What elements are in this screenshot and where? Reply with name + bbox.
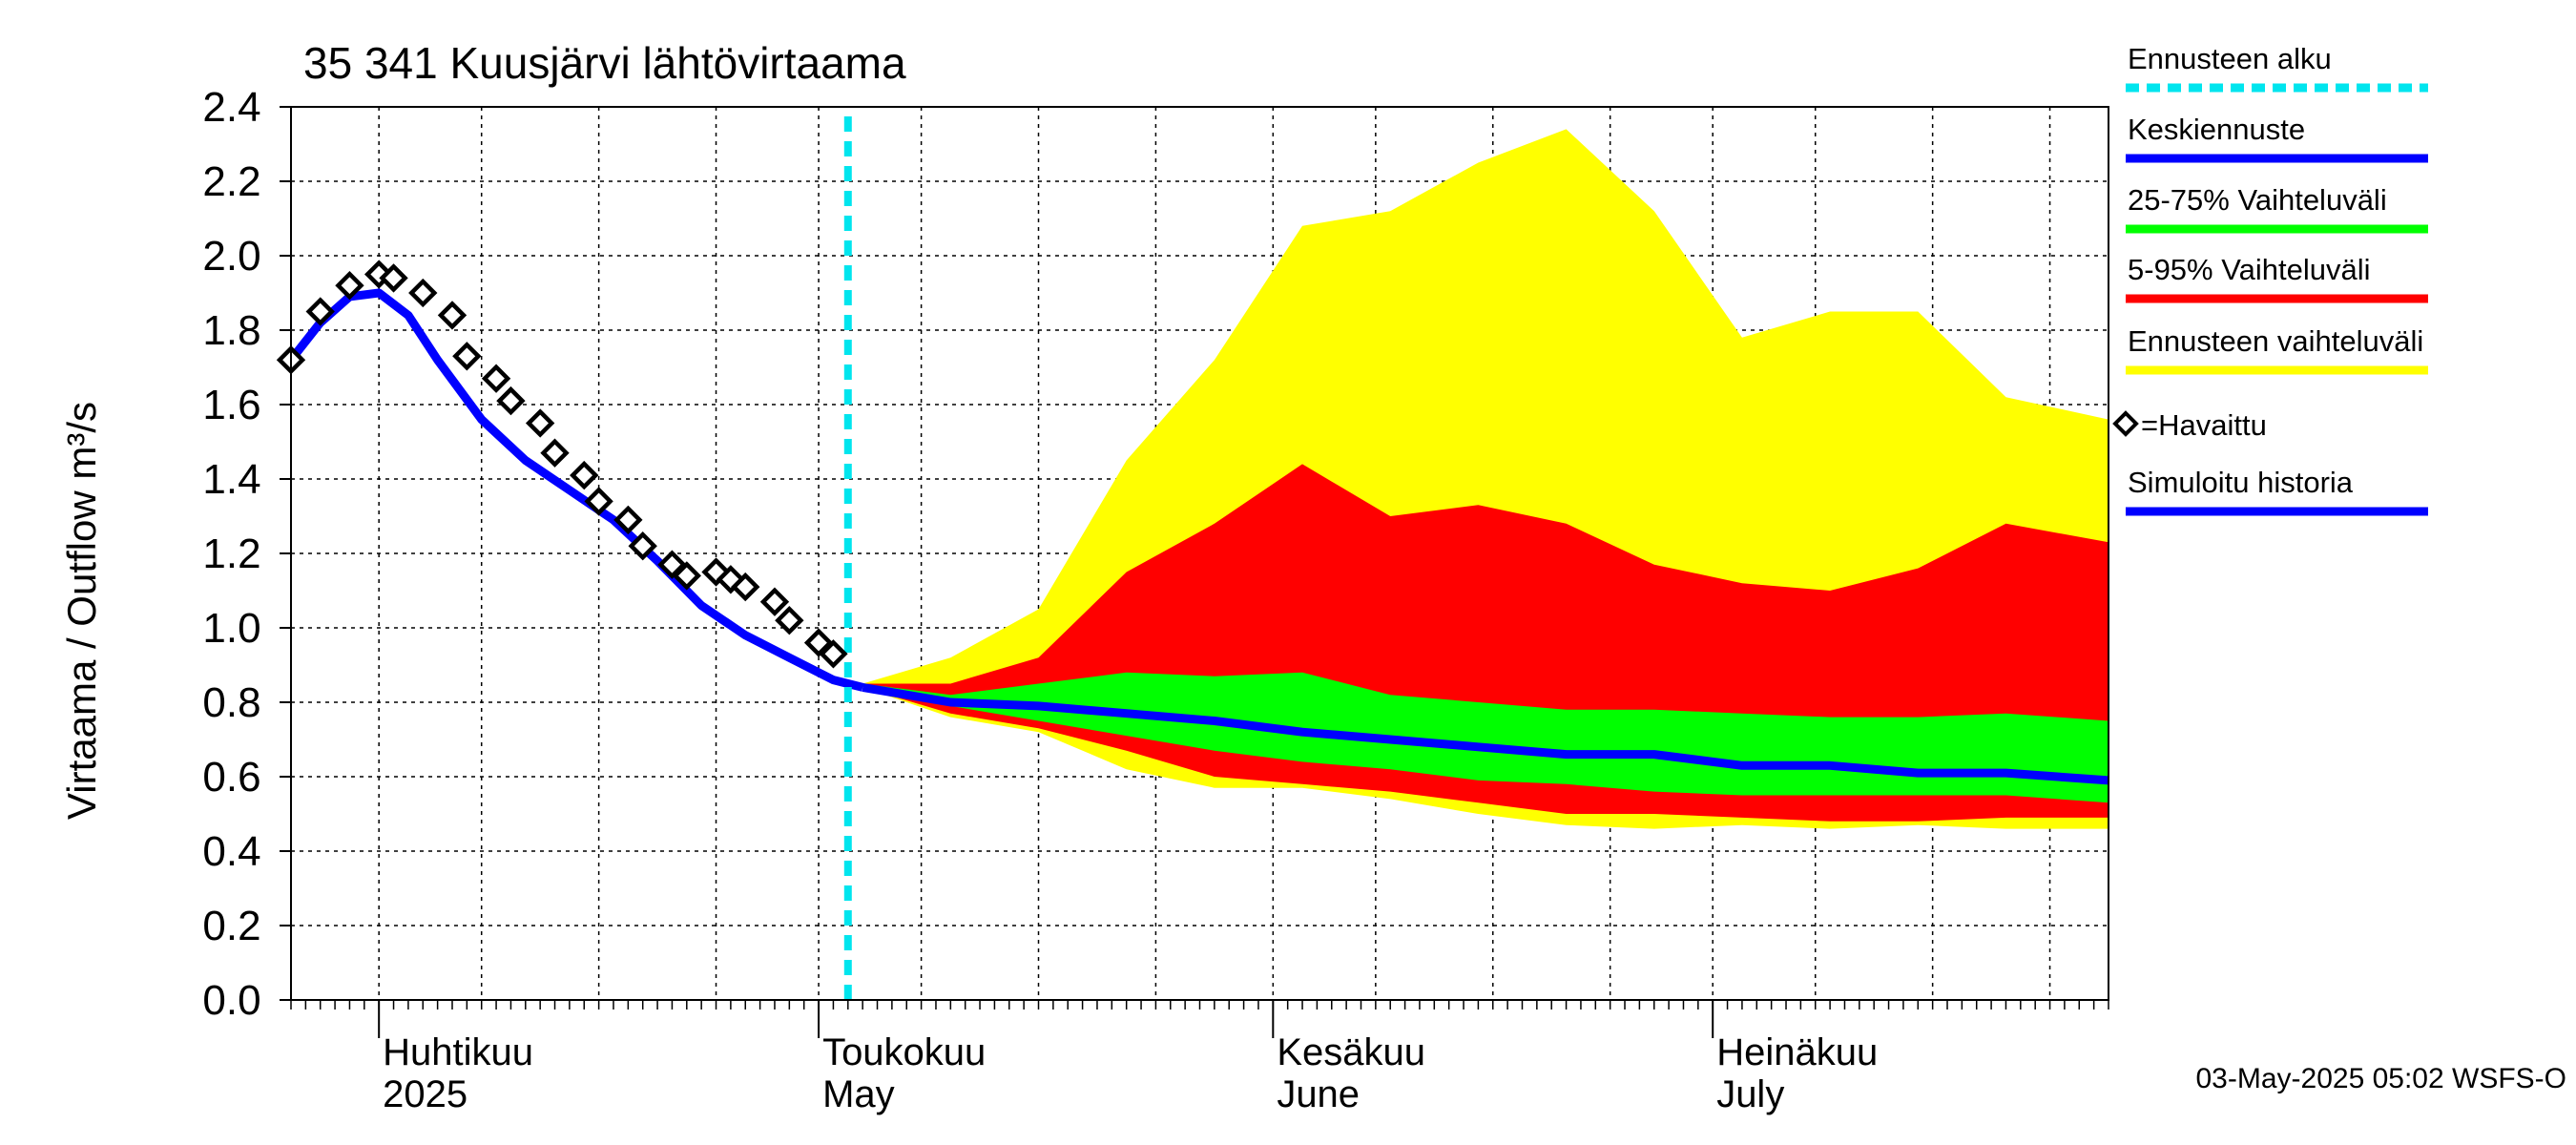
axes: 0.0 0.2 0.4 0.6 0.8 1.0 1.2 1.4 1.6 1.8 2.0 2.2 2.4 H… xyxy=(202,84,2109,1115)
y-tick-label: 2.2 xyxy=(202,158,260,205)
observed-point xyxy=(525,408,555,438)
y-tick-label: 1.8 xyxy=(202,307,260,354)
footer-timestamp: 03-May-2025 05:02 WSFS-O xyxy=(2196,1063,2567,1094)
observed-point xyxy=(731,572,760,602)
observed-point xyxy=(335,271,364,301)
observed-point xyxy=(775,606,804,635)
legend-label: 25-75% Vaihteluväli xyxy=(2128,183,2387,217)
observed-point xyxy=(481,364,511,393)
chart-title: 35 341 Kuusjärvi lähtövirtaama xyxy=(303,38,906,88)
legend-label: Ennusteen vaihteluväli xyxy=(2128,324,2423,358)
observed-point xyxy=(672,561,701,591)
observed-point xyxy=(496,385,526,416)
y-tick-label: 2.0 xyxy=(202,233,260,280)
y-tick-label: 2.4 xyxy=(202,84,260,131)
observed-points xyxy=(276,260,848,669)
x-month-label-en: 2025 xyxy=(383,1073,467,1115)
observed-point xyxy=(759,587,790,616)
forecast-lines xyxy=(287,116,2109,1000)
y-tick-label: 1.0 xyxy=(202,605,260,652)
legend-label: Ennusteen alku xyxy=(2128,42,2332,75)
observed-point xyxy=(584,487,613,516)
observed-point xyxy=(379,263,408,293)
forecast-bands xyxy=(862,129,2109,829)
observed-point xyxy=(305,297,335,326)
observed-point xyxy=(452,342,482,371)
x-month-label-en: June xyxy=(1277,1073,1360,1115)
observed-point xyxy=(628,531,657,561)
y-tick-label: 0.0 xyxy=(202,977,260,1024)
y-axis-label: Virtaama / Outflow m³/s xyxy=(59,402,104,820)
observed-point xyxy=(540,438,570,468)
y-tick-label: 0.2 xyxy=(202,903,260,949)
x-month-label-fi: Huhtikuu xyxy=(383,1031,533,1073)
observed-point xyxy=(819,639,848,669)
band-25-75 xyxy=(862,672,2109,803)
observed-point xyxy=(408,278,438,308)
y-tick-label: 0.4 xyxy=(202,828,260,875)
median-forecast-line xyxy=(862,682,2109,785)
y-tick-label: 0.6 xyxy=(202,754,260,801)
observed-point xyxy=(570,460,599,490)
y-tick-label: 1.2 xyxy=(202,531,260,577)
simulated-history-line xyxy=(287,288,864,692)
legend-diamond xyxy=(2112,410,2139,437)
legend-label: Keskiennuste xyxy=(2128,113,2305,146)
y-tick-label: 0.8 xyxy=(202,679,260,726)
legend-label: 5-95% Vaihteluväli xyxy=(2128,253,2370,286)
x-month-label-en: May xyxy=(822,1073,895,1115)
observed-point xyxy=(613,505,643,535)
legend-label: =Havaittu xyxy=(2141,408,2267,442)
x-month-label-fi: Kesäkuu xyxy=(1277,1031,1425,1073)
x-month-label-en: July xyxy=(1716,1073,1784,1115)
y-tick-label: 1.6 xyxy=(202,382,260,428)
y-tick-label: 1.4 xyxy=(202,456,260,503)
legend-label: Simuloitu historia xyxy=(2128,466,2354,499)
x-month-label-fi: Toukokuu xyxy=(822,1031,986,1073)
x-month-label-fi: Heinäkuu xyxy=(1716,1031,1878,1073)
observed-point xyxy=(437,301,467,330)
legend: Ennusteen alku Keskiennuste 25-75% Vaihtel… xyxy=(2112,42,2428,516)
